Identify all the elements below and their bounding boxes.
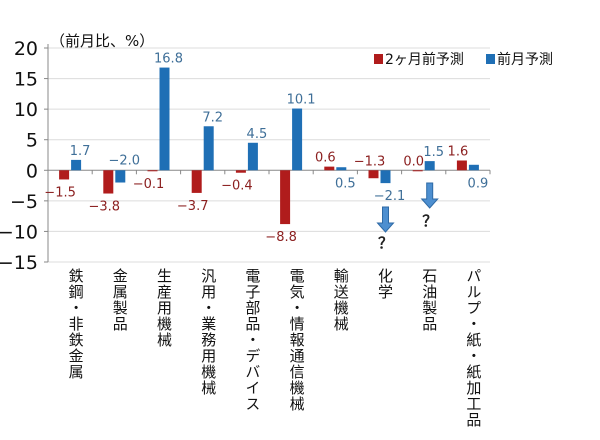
bar-last-month bbox=[159, 67, 170, 171]
bar-two-months-ago bbox=[280, 170, 291, 225]
bar-last-month bbox=[336, 167, 347, 171]
bar-two-months-ago bbox=[59, 170, 70, 180]
legend-swatch bbox=[374, 54, 383, 64]
y-tick-label: 15 bbox=[14, 69, 38, 91]
x-tick-label: 金属製品 bbox=[110, 268, 129, 332]
data-label: 0.6 bbox=[315, 151, 336, 166]
legend-label: 2ヶ月前予測 bbox=[385, 51, 464, 68]
x-tick-label: 生産用機械 bbox=[155, 268, 173, 348]
data-label: 0.9 bbox=[468, 176, 489, 191]
data-label: −2.1 bbox=[374, 189, 406, 204]
legend-label: 前月予測 bbox=[497, 51, 553, 68]
x-tick-label: 化学 bbox=[376, 268, 394, 300]
x-tick-label: 汎用・業務用機械 bbox=[199, 268, 218, 396]
data-label: 0.0 bbox=[403, 154, 424, 169]
data-label: 1.7 bbox=[70, 144, 91, 159]
down-arrow-icon bbox=[376, 206, 395, 233]
data-label: −0.1 bbox=[133, 177, 165, 192]
y-tick-label: 20 bbox=[14, 38, 38, 60]
bar-last-month bbox=[247, 142, 258, 171]
down-arrow-icon bbox=[420, 182, 439, 209]
data-label: 16.8 bbox=[154, 52, 183, 67]
bar-two-months-ago bbox=[235, 170, 246, 173]
x-tick-label: 鉄鋼・非鉄金属 bbox=[66, 268, 85, 380]
bar-two-months-ago bbox=[456, 160, 467, 171]
data-label: −8.8 bbox=[265, 230, 297, 245]
data-label: −1.3 bbox=[354, 154, 386, 169]
x-tick-label: 石油製品 bbox=[420, 268, 439, 332]
bar-last-month bbox=[115, 170, 126, 183]
x-tick-label: パルプ・紙・紙加工品 bbox=[464, 268, 483, 428]
data-label: 10.1 bbox=[287, 93, 316, 108]
x-tick-label: 輸送機械 bbox=[331, 268, 350, 332]
bar-two-months-ago bbox=[147, 170, 158, 172]
bar-two-months-ago bbox=[324, 166, 335, 171]
data-label: 7.2 bbox=[202, 110, 223, 125]
y-tick-label: −10 bbox=[0, 221, 38, 243]
data-label: −3.7 bbox=[177, 199, 209, 214]
data-label: 4.5 bbox=[247, 127, 268, 142]
data-label: 1.5 bbox=[423, 145, 444, 160]
data-label: −3.8 bbox=[89, 200, 121, 215]
bar-last-month bbox=[468, 164, 479, 171]
y-tick-label: −5 bbox=[10, 191, 38, 213]
bar-last-month bbox=[380, 170, 391, 184]
bar-two-months-ago bbox=[368, 170, 379, 179]
question-mark: ？ bbox=[378, 234, 393, 252]
bar-two-months-ago bbox=[103, 170, 114, 194]
legend-swatch bbox=[486, 54, 495, 64]
y-tick-label: 5 bbox=[26, 130, 38, 152]
y-tick-label: −15 bbox=[0, 252, 38, 274]
x-tick-label: 電子部品・デバイス bbox=[243, 268, 262, 412]
data-label: −1.5 bbox=[44, 185, 76, 200]
bar-last-month bbox=[292, 108, 303, 171]
y-tick-label: 0 bbox=[26, 160, 38, 182]
bar-two-months-ago bbox=[191, 170, 202, 193]
data-label: −0.4 bbox=[221, 179, 253, 194]
bar-two-months-ago bbox=[412, 170, 423, 172]
x-tick-label: 電気・情報通信機械 bbox=[287, 268, 306, 412]
data-label: 1.6 bbox=[448, 145, 469, 160]
bar-last-month bbox=[203, 126, 214, 171]
data-label: 0.5 bbox=[335, 176, 356, 191]
unit-label: （前月比、%） bbox=[50, 32, 154, 50]
bar-last-month bbox=[71, 159, 82, 171]
data-label: −2.0 bbox=[109, 153, 141, 168]
y-tick-label: 10 bbox=[14, 99, 38, 121]
bar-last-month bbox=[424, 161, 435, 171]
question-mark: ？ bbox=[422, 212, 437, 230]
